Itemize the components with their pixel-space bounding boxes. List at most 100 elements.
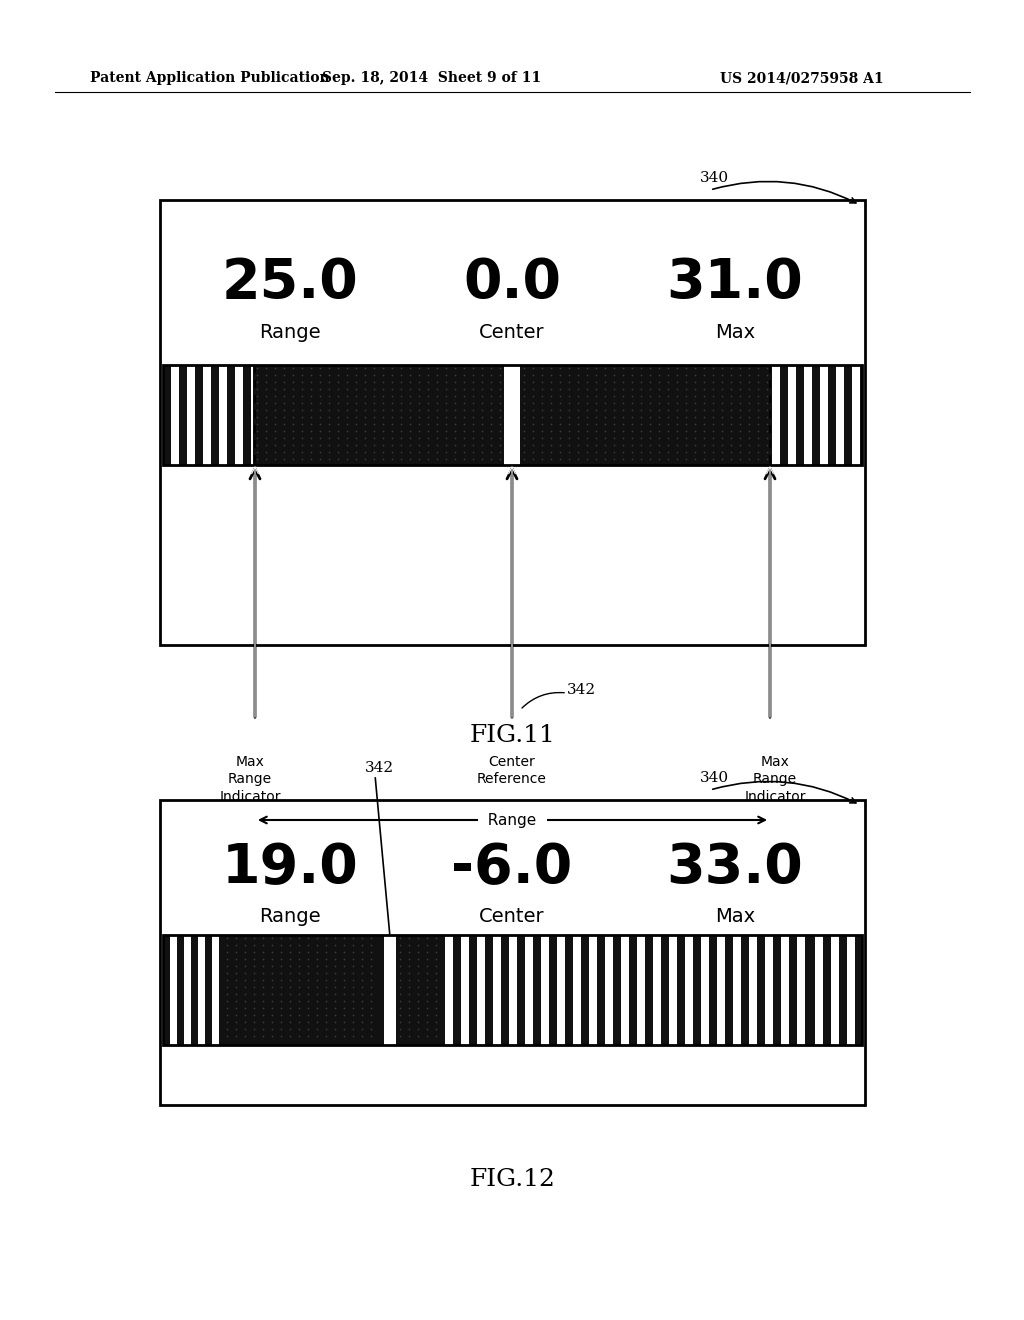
Bar — [504, 366, 520, 465]
Bar — [701, 935, 709, 1045]
Bar — [198, 935, 205, 1045]
Bar — [807, 935, 815, 1045]
Bar — [163, 935, 862, 1045]
Bar — [227, 366, 234, 465]
Bar — [677, 935, 685, 1045]
Bar — [828, 366, 836, 465]
Bar — [847, 935, 855, 1045]
Bar — [163, 366, 862, 465]
Bar — [823, 935, 831, 1045]
Text: 19.0: 19.0 — [221, 841, 358, 895]
Text: Center: Center — [479, 908, 545, 927]
Bar — [179, 366, 187, 465]
Bar — [781, 935, 790, 1045]
Bar — [163, 935, 170, 1045]
Text: Center
Reference: Center Reference — [477, 755, 547, 787]
Bar — [709, 935, 717, 1045]
Bar — [637, 935, 645, 1045]
Text: Max
Range
Indicator: Max Range Indicator — [744, 755, 806, 804]
Bar — [581, 935, 589, 1045]
Bar — [557, 935, 565, 1045]
Bar — [741, 935, 749, 1045]
Bar — [163, 935, 862, 1045]
Bar — [733, 935, 741, 1045]
Bar — [839, 935, 847, 1045]
Bar — [796, 366, 804, 465]
Text: Max: Max — [715, 908, 755, 927]
Bar — [453, 935, 461, 1045]
Bar — [445, 935, 453, 1045]
Text: 31.0: 31.0 — [667, 256, 804, 310]
Bar — [805, 935, 807, 1045]
Bar — [820, 366, 828, 465]
Text: Center: Center — [479, 322, 545, 342]
Text: 342: 342 — [567, 682, 596, 697]
Bar — [852, 366, 860, 465]
Bar — [212, 935, 219, 1045]
Text: -6.0: -6.0 — [452, 841, 572, 895]
Bar — [234, 366, 243, 465]
Bar — [477, 935, 485, 1045]
Text: Range: Range — [478, 813, 547, 828]
Bar — [589, 935, 597, 1045]
Bar — [509, 935, 517, 1045]
Bar — [396, 935, 445, 1045]
Text: 340: 340 — [700, 771, 729, 785]
Bar — [662, 935, 669, 1045]
Bar — [187, 366, 195, 465]
Text: 340: 340 — [700, 172, 729, 185]
Bar — [195, 366, 203, 465]
Bar — [669, 935, 677, 1045]
Bar — [219, 366, 227, 465]
Bar — [613, 935, 621, 1045]
Bar — [541, 935, 549, 1045]
Bar — [765, 935, 773, 1045]
Bar — [812, 366, 820, 465]
Text: FIG.11: FIG.11 — [470, 723, 555, 747]
Bar — [757, 935, 765, 1045]
Bar — [160, 201, 865, 645]
Text: 33.0: 33.0 — [667, 841, 804, 895]
Text: US 2014/0275958 A1: US 2014/0275958 A1 — [720, 71, 884, 84]
Bar — [211, 366, 219, 465]
Bar — [501, 935, 509, 1045]
Bar — [685, 935, 693, 1045]
Bar — [725, 935, 733, 1045]
Text: 342: 342 — [365, 762, 394, 775]
Bar — [177, 935, 184, 1045]
Bar — [251, 366, 253, 465]
Bar — [520, 366, 772, 465]
Bar — [836, 366, 844, 465]
Bar — [170, 935, 177, 1045]
Bar — [184, 935, 191, 1045]
Bar — [163, 366, 171, 465]
Bar — [171, 366, 179, 465]
Bar — [645, 935, 653, 1045]
Text: Sep. 18, 2014  Sheet 9 of 11: Sep. 18, 2014 Sheet 9 of 11 — [323, 71, 542, 84]
Bar — [253, 366, 505, 465]
Bar — [534, 935, 541, 1045]
Bar — [772, 366, 780, 465]
Text: Range: Range — [259, 908, 321, 927]
Bar — [163, 366, 862, 465]
Text: Range: Range — [259, 322, 321, 342]
Bar — [749, 935, 757, 1045]
Bar — [855, 935, 862, 1045]
Bar — [191, 935, 198, 1045]
Bar — [517, 935, 525, 1045]
Bar — [573, 935, 581, 1045]
Text: Max
Range
Indicator: Max Range Indicator — [219, 755, 281, 804]
Bar — [243, 366, 251, 465]
Bar — [605, 935, 613, 1045]
Bar — [653, 935, 662, 1045]
Bar — [461, 935, 469, 1045]
Bar — [717, 935, 725, 1045]
Bar — [629, 935, 637, 1045]
Text: 0.0: 0.0 — [463, 256, 561, 310]
Bar — [780, 366, 788, 465]
Text: FIG.12: FIG.12 — [470, 1168, 555, 1192]
Bar — [804, 366, 812, 465]
Text: Max: Max — [715, 322, 755, 342]
Bar — [219, 935, 223, 1045]
Bar — [493, 935, 501, 1045]
